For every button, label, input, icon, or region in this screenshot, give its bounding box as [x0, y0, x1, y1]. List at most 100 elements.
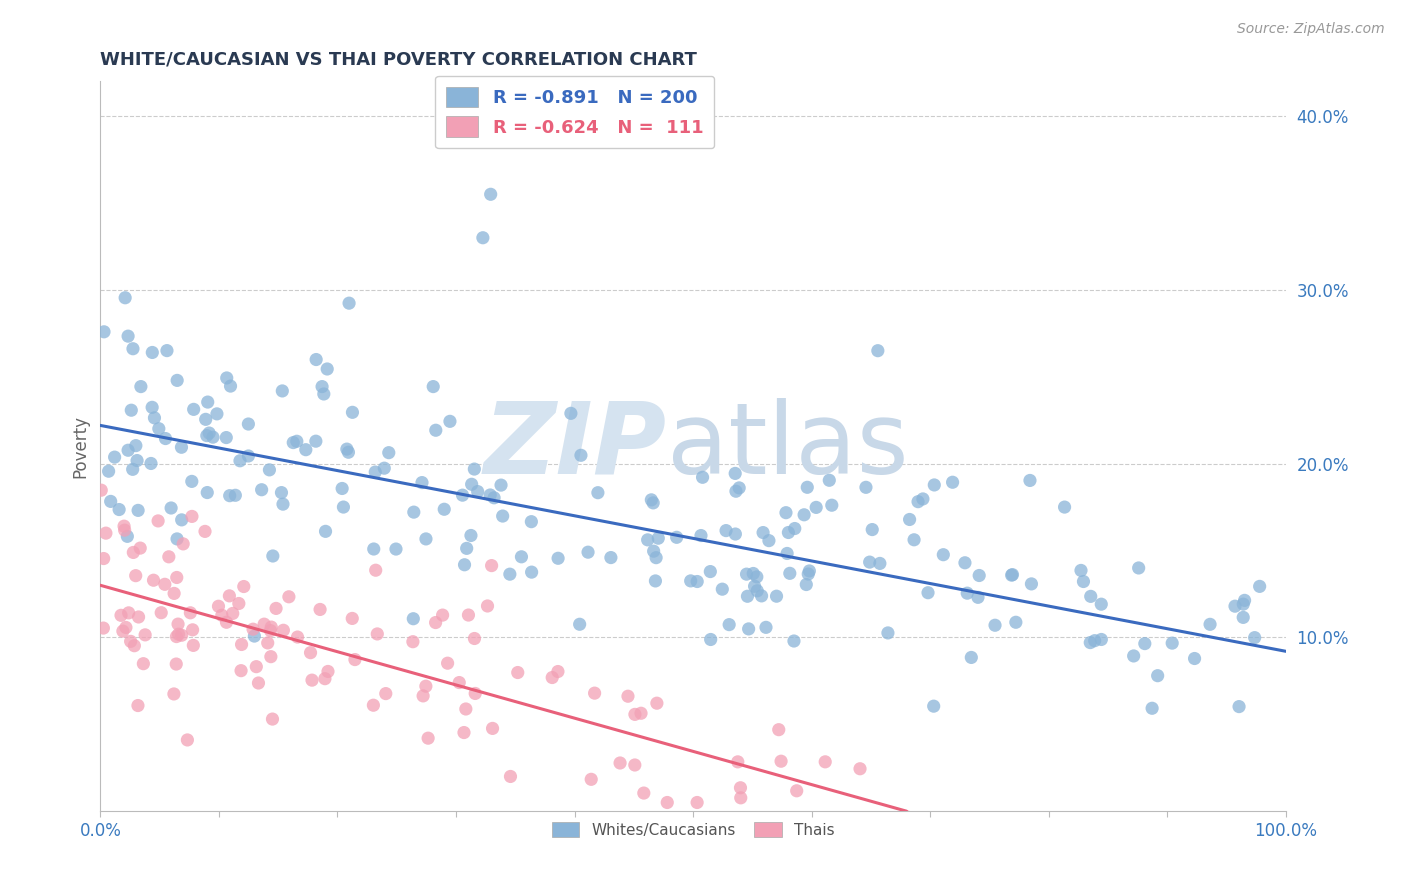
Point [609, 756, 631, 770]
Point [166, 630, 188, 644]
Point [287, 630, 309, 644]
Point [724, 527, 747, 541]
Point [911, 491, 934, 506]
Point [270, 485, 292, 500]
Point [425, 423, 447, 437]
Point [624, 758, 647, 772]
Point [402, 612, 425, 626]
Point [157, 549, 180, 564]
Point [779, 566, 801, 581]
Point [464, 686, 486, 700]
Point [960, 650, 983, 665]
Point [295, 442, 318, 457]
Point [1005, 615, 1028, 630]
Point [463, 462, 485, 476]
Point [170, 628, 193, 642]
Point [755, 620, 778, 634]
Point [1122, 648, 1144, 663]
Point [510, 549, 533, 564]
Point [166, 532, 188, 546]
Point [316, 362, 339, 376]
Point [1019, 474, 1042, 488]
Point [402, 634, 425, 648]
Point [411, 475, 433, 490]
Point [166, 570, 188, 584]
Point [90, 483, 112, 498]
Point [783, 522, 806, 536]
Point [127, 503, 149, 517]
Point [922, 478, 945, 492]
Point [129, 541, 152, 555]
Point [818, 473, 841, 487]
Point [758, 533, 780, 548]
Point [1128, 561, 1150, 575]
Point [271, 384, 294, 398]
Point [645, 550, 668, 565]
Point [342, 405, 364, 419]
Point [1021, 577, 1043, 591]
Point [127, 698, 149, 713]
Point [215, 371, 238, 385]
Point [183, 639, 205, 653]
Point [1053, 500, 1076, 514]
Point [122, 342, 145, 356]
Point [907, 494, 929, 508]
Point [1133, 637, 1156, 651]
Point [166, 373, 188, 387]
Point [412, 689, 434, 703]
Point [218, 589, 240, 603]
Point [336, 442, 359, 456]
Point [363, 541, 385, 556]
Point [866, 343, 889, 358]
Point [262, 712, 284, 726]
Point [643, 496, 665, 510]
Point [415, 532, 437, 546]
Point [482, 491, 505, 505]
Point [170, 513, 193, 527]
Point [198, 425, 221, 440]
Point [460, 528, 482, 542]
Point [285, 434, 308, 449]
Point [373, 461, 395, 475]
Point [786, 784, 808, 798]
Point [1146, 668, 1168, 682]
Point [481, 558, 503, 573]
Point [201, 430, 224, 444]
Point [730, 790, 752, 805]
Point [104, 450, 127, 464]
Point [489, 478, 512, 492]
Point [305, 434, 328, 449]
Point [586, 485, 609, 500]
Point [953, 556, 976, 570]
Point [453, 725, 475, 739]
Point [299, 646, 322, 660]
Point [422, 379, 444, 393]
Point [499, 769, 522, 783]
Point [520, 565, 543, 579]
Point [560, 406, 582, 420]
Point [124, 639, 146, 653]
Point [232, 580, 254, 594]
Text: WHITE/CAUCASIAN VS THAI POVERTY CORRELATION CHART: WHITE/CAUCASIAN VS THAI POVERTY CORRELAT… [100, 51, 697, 69]
Point [229, 664, 252, 678]
Point [229, 454, 252, 468]
Legend: Whites/Caucasians, Thais: Whites/Caucasians, Thais [546, 815, 841, 844]
Point [363, 698, 385, 713]
Point [665, 530, 688, 544]
Point [97, 464, 120, 478]
Point [195, 428, 218, 442]
Point [451, 488, 474, 502]
Point [679, 574, 702, 588]
Point [751, 589, 773, 603]
Point [167, 627, 190, 641]
Point [956, 586, 979, 600]
Point [583, 686, 606, 700]
Point [1073, 574, 1095, 589]
Point [728, 481, 751, 495]
Point [744, 579, 766, 593]
Point [337, 296, 360, 310]
Point [1070, 563, 1092, 577]
Point [541, 671, 564, 685]
Point [170, 440, 193, 454]
Point [617, 690, 640, 704]
